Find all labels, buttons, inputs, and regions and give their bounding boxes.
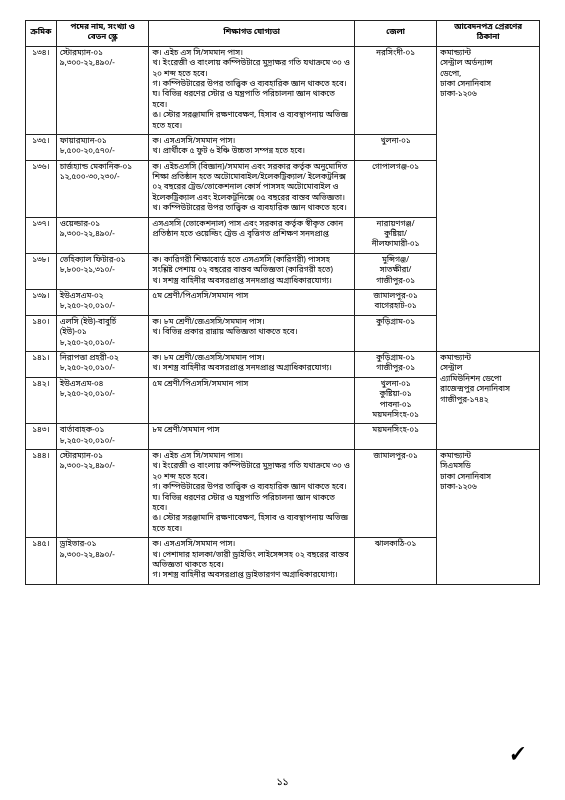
cell-post: নিরাপত্তা প্রহরী-০২৮,২৫০-২০,০১০/- [56,351,149,377]
cell-address: কমান্ড্যান্টসিএমসডিঢাকা সেনানিবাসঢাকা-১২… [437,450,540,585]
header-dist: জেলা [354,21,436,47]
cell-post: স্টোরম্যান-০১৯,৩০০-২২,৪৯০/- [56,46,149,134]
table-row: ১৪৪।স্টোরম্যান-০১৯,৩০০-২২,৪৯০/-ক। এইচ এস… [26,450,540,538]
cell-serial: ১৪১। [26,351,57,377]
cell-qualification: ক। ৮ম শ্রেণী/জেএসসি/সমমান পাস।খ। বিভিন্ন… [149,315,355,351]
page-number: ১১ [0,777,565,790]
header-serial: ক্রমিক [26,21,57,47]
cell-qualification: ক। ৮ম শ্রেণী/জেএসসি/সমমান পাস।খ। সশস্ত্র… [149,351,355,377]
cell-post: ওয়েল্ডার-০১৯,৩০০-২২,৪৯০/- [56,217,149,253]
cell-district: জামালপুর-০১ [354,450,436,538]
cell-qualification: এসএসসি (ভোকেশনাল) পাস এবং সরকার কর্তৃক স… [149,217,355,253]
cell-serial: ১৩৭। [26,217,57,253]
cell-district: গোপালগঞ্জ-০১ [354,160,436,217]
cell-address: কমান্ড্যান্টসেন্ট্রালএ্যামিউনিশন ডেপোরাজ… [437,351,540,449]
cell-district: খুলনা-০১ [354,134,436,160]
cell-district: ময়মনসিংহ-০১ [354,424,436,450]
cell-serial: ১৩৬। [26,160,57,217]
cell-serial: ১৩৪। [26,46,57,134]
document-page: ক্রমিক পদের নাম, সংখ্যা ওবেতন স্কেল শিক্… [0,0,565,800]
table-row: ১৪১।নিরাপত্তা প্রহরী-০২৮,২৫০-২০,০১০/-ক। … [26,351,540,377]
cell-district: নরসিংদী-০১ [354,46,436,134]
cell-post: ভেহিক্যাল ফিটার-০১৮,৮০০-২১,৩১০/- [56,253,149,289]
cell-serial: ১৩৮। [26,253,57,289]
table-body: ১৩৪।স্টোরম্যান-০১৯,৩০০-২২,৪৯০/-ক। এইচ এস… [26,46,540,584]
cell-district: ঝালকাঠি-০১ [354,538,436,585]
cell-serial: ১৪৩। [26,424,57,450]
cell-district: কুড়িগ্রাম-০১গাজীপুর-০১ [354,351,436,377]
cell-district: কুড়িগ্রাম-০১ [354,315,436,351]
table-header: ক্রমিক পদের নাম, সংখ্যা ওবেতন স্কেল শিক্… [26,21,540,47]
header-qual: শিক্ষাগত যোগ্যতা [149,21,355,47]
cell-qualification: ক। এসএসসি/সমমান পাস।খ। পেশাদার হালকা/ভার… [149,538,355,585]
cell-post: ফায়ারম্যান-০১৮,৫০০-২০,৫৭০/- [56,134,149,160]
cell-post: স্টোরম্যান-০১৯,৩০০-২২,৪৯০/- [56,450,149,538]
cell-qualification: ক। এইচএসসি (বিজ্ঞান)/সমমান এবং সরকার কর্… [149,160,355,217]
cell-district: নারায়ণগঞ্জ/কুষ্টিয়া/নীলফামারী-০১ [354,217,436,253]
cell-district: খুলনা-০১কুষ্টিয়া-০১পাবনা-০১ময়মনসিংহ-০১ [354,377,436,424]
cell-qualification: ৫ম শ্রেণী/পিএসসি/সমমান পাস [149,377,355,424]
qualification-table: ক্রমিক পদের নাম, সংখ্যা ওবেতন স্কেল শিক্… [25,20,540,585]
cell-post: চার্জহ্যান্ড মেকানিক-০১১২,৫০০-৩০,২৩০/- [56,160,149,217]
cell-post: এলসি (ইউ)-বাবুর্চি(ইউ)-০১৮,২৫০-২০,০১০/- [56,315,149,351]
cell-district: মুন্সিগঞ্জ/সাতক্ষীরা/গাজীপুর-০১ [354,253,436,289]
cell-serial: ১৪৪। [26,450,57,538]
cell-address: কমান্ড্যান্টসেন্ট্রাল অর্ডন্যান্সডেপো,ঢা… [437,46,540,351]
cell-serial: ১৪৫। [26,538,57,585]
cell-district: জামালপুর-০১বাগেরহাট-০১ [354,289,436,315]
cell-post: ইউএসএম-০২৮,২৫০-২০,০১০/- [56,289,149,315]
cell-qualification: ক। কারিগরী শিক্ষাবোর্ড হতে এসএসসি (কারিগ… [149,253,355,289]
header-addr: আবেদনপত্র প্রেরণেরঠিকানা [437,21,540,47]
cell-serial: ১৩৯। [26,289,57,315]
cell-post: ইউএসএম-০৪৮,২৫০-২০,০১০/- [56,377,149,424]
cell-qualification: ৮ম শ্রেণী/সমমান পাস [149,424,355,450]
table-row: ১৩৪।স্টোরম্যান-০১৯,৩০০-২২,৪৯০/-ক। এইচ এস… [26,46,540,134]
cell-serial: ১৩৫। [26,134,57,160]
cell-serial: ১৪২। [26,377,57,424]
header-post: পদের নাম, সংখ্যা ওবেতন স্কেল [56,21,149,47]
cell-qualification: ৫ম শ্রেণী/পিএসসি/সমমান পাস [149,289,355,315]
cell-serial: ১৪০। [26,315,57,351]
cell-qualification: ক। এইচ এস সি/সমমান পাস।খ। ইংরেজী ও বাংলা… [149,46,355,134]
cell-qualification: ক। এইচ এস সি/সমমান পাস।খ। ইংরেজী ও বাংলা… [149,450,355,538]
signature-mark: ✔ [506,741,527,771]
cell-post: বার্তাবাহক-০১৮,২৫০-২০,০১০/- [56,424,149,450]
cell-post: ড্রাইভার-০১৯,৩০০-২২,৪৯০/- [56,538,149,585]
cell-qualification: ক। এসএসসি/সমমান পাস।খ। প্রার্থীকে ৫ ফুট … [149,134,355,160]
